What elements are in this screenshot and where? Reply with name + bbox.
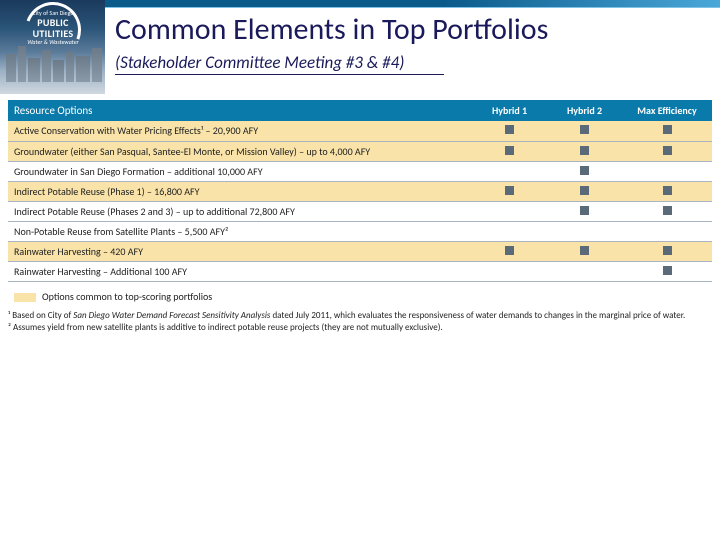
mark-cell: [472, 261, 547, 281]
mark-cell: [472, 161, 547, 181]
square-mark-icon: [663, 266, 672, 275]
legend-swatch: [14, 293, 36, 302]
square-mark-icon: [663, 125, 672, 134]
row-label: Active Conservation with Water Pricing E…: [8, 121, 472, 141]
mark-cell: [622, 161, 712, 181]
square-mark-icon: [505, 246, 514, 255]
table-row: Active Conservation with Water Pricing E…: [8, 121, 712, 141]
square-mark-icon: [505, 146, 514, 155]
row-label: Indirect Potable Reuse (Phases 2 and 3) …: [8, 201, 472, 221]
square-mark-icon: [663, 146, 672, 155]
mark-cell: [472, 141, 547, 161]
legend-row: Options common to top-scoring portfolios: [8, 284, 712, 306]
page-subtitle: (Stakeholder Committee Meeting #3 & #4): [115, 52, 444, 75]
mark-cell: [622, 121, 712, 141]
mark-cell: [622, 181, 712, 201]
footnote-2: ² Assumes yield from new satellite plant…: [8, 322, 712, 333]
footnotes: ¹ Based on City of San Diego Water Deman…: [8, 310, 712, 335]
mark-cell: [472, 181, 547, 201]
resource-table: Resource Options Hybrid 1 Hybrid 2 Max E…: [8, 100, 712, 282]
square-mark-icon: [580, 186, 589, 195]
logo-badge: City of San Diego PUBLIC UTILITIES Water…: [18, 4, 88, 45]
square-mark-icon: [580, 125, 589, 134]
table-row: Rainwater Harvesting – Additional 100 AF…: [8, 261, 712, 281]
page-title: Common Elements in Top Portfolios: [115, 14, 708, 46]
col-resource-options: Resource Options: [8, 100, 472, 121]
square-mark-icon: [580, 166, 589, 175]
table-row: Groundwater (either San Pasqual, Santee-…: [8, 141, 712, 161]
col-max-efficiency: Max Efficiency: [622, 100, 712, 121]
mark-cell: [622, 221, 712, 241]
mark-cell: [622, 201, 712, 221]
table-row: Groundwater in San Diego Formation – add…: [8, 161, 712, 181]
mark-cell: [547, 121, 622, 141]
row-label: Rainwater Harvesting – Additional 100 AF…: [8, 261, 472, 281]
square-mark-icon: [505, 125, 514, 134]
mark-cell: [547, 261, 622, 281]
row-label: Indirect Potable Reuse (Phase 1) – 16,80…: [8, 181, 472, 201]
mark-cell: [547, 241, 622, 261]
table-row: Rainwater Harvesting – 420 AFY: [8, 241, 712, 261]
square-mark-icon: [580, 206, 589, 215]
table-row: Non-Potable Reuse from Satellite Plants …: [8, 221, 712, 241]
mark-cell: [547, 201, 622, 221]
mark-cell: [622, 241, 712, 261]
square-mark-icon: [580, 246, 589, 255]
mark-cell: [622, 261, 712, 281]
footnote-1: ¹ Based on City of San Diego Water Deman…: [8, 310, 712, 321]
mark-cell: [547, 161, 622, 181]
accent-bar: [105, 0, 720, 8]
mark-cell: [472, 221, 547, 241]
mark-cell: [472, 121, 547, 141]
mark-cell: [472, 241, 547, 261]
logo: City of San Diego PUBLIC UTILITIES Water…: [0, 0, 105, 94]
row-label: Groundwater in San Diego Formation – add…: [8, 161, 472, 181]
mark-cell: [472, 201, 547, 221]
header: City of San Diego PUBLIC UTILITIES Water…: [0, 0, 720, 94]
table-header-row: Resource Options Hybrid 1 Hybrid 2 Max E…: [8, 100, 712, 121]
table-body: Active Conservation with Water Pricing E…: [8, 121, 712, 281]
square-mark-icon: [663, 246, 672, 255]
square-mark-icon: [505, 186, 514, 195]
row-label: Non-Potable Reuse from Satellite Plants …: [8, 221, 472, 241]
legend-text: Options common to top-scoring portfolios: [42, 290, 212, 303]
title-block: Common Elements in Top Portfolios (Stake…: [115, 14, 708, 75]
mark-cell: [547, 181, 622, 201]
square-mark-icon: [663, 206, 672, 215]
mark-cell: [547, 141, 622, 161]
mark-cell: [547, 221, 622, 241]
row-label: Rainwater Harvesting – 420 AFY: [8, 241, 472, 261]
square-mark-icon: [663, 186, 672, 195]
mark-cell: [622, 141, 712, 161]
col-hybrid2: Hybrid 2: [547, 100, 622, 121]
legend-cell: Options common to top-scoring portfolios: [8, 284, 712, 306]
resource-table-wrap: Resource Options Hybrid 1 Hybrid 2 Max E…: [8, 100, 712, 306]
row-label: Groundwater (either San Pasqual, Santee-…: [8, 141, 472, 161]
table-row: Indirect Potable Reuse (Phase 1) – 16,80…: [8, 181, 712, 201]
square-mark-icon: [580, 146, 589, 155]
table-row: Indirect Potable Reuse (Phases 2 and 3) …: [8, 201, 712, 221]
col-hybrid1: Hybrid 1: [472, 100, 547, 121]
